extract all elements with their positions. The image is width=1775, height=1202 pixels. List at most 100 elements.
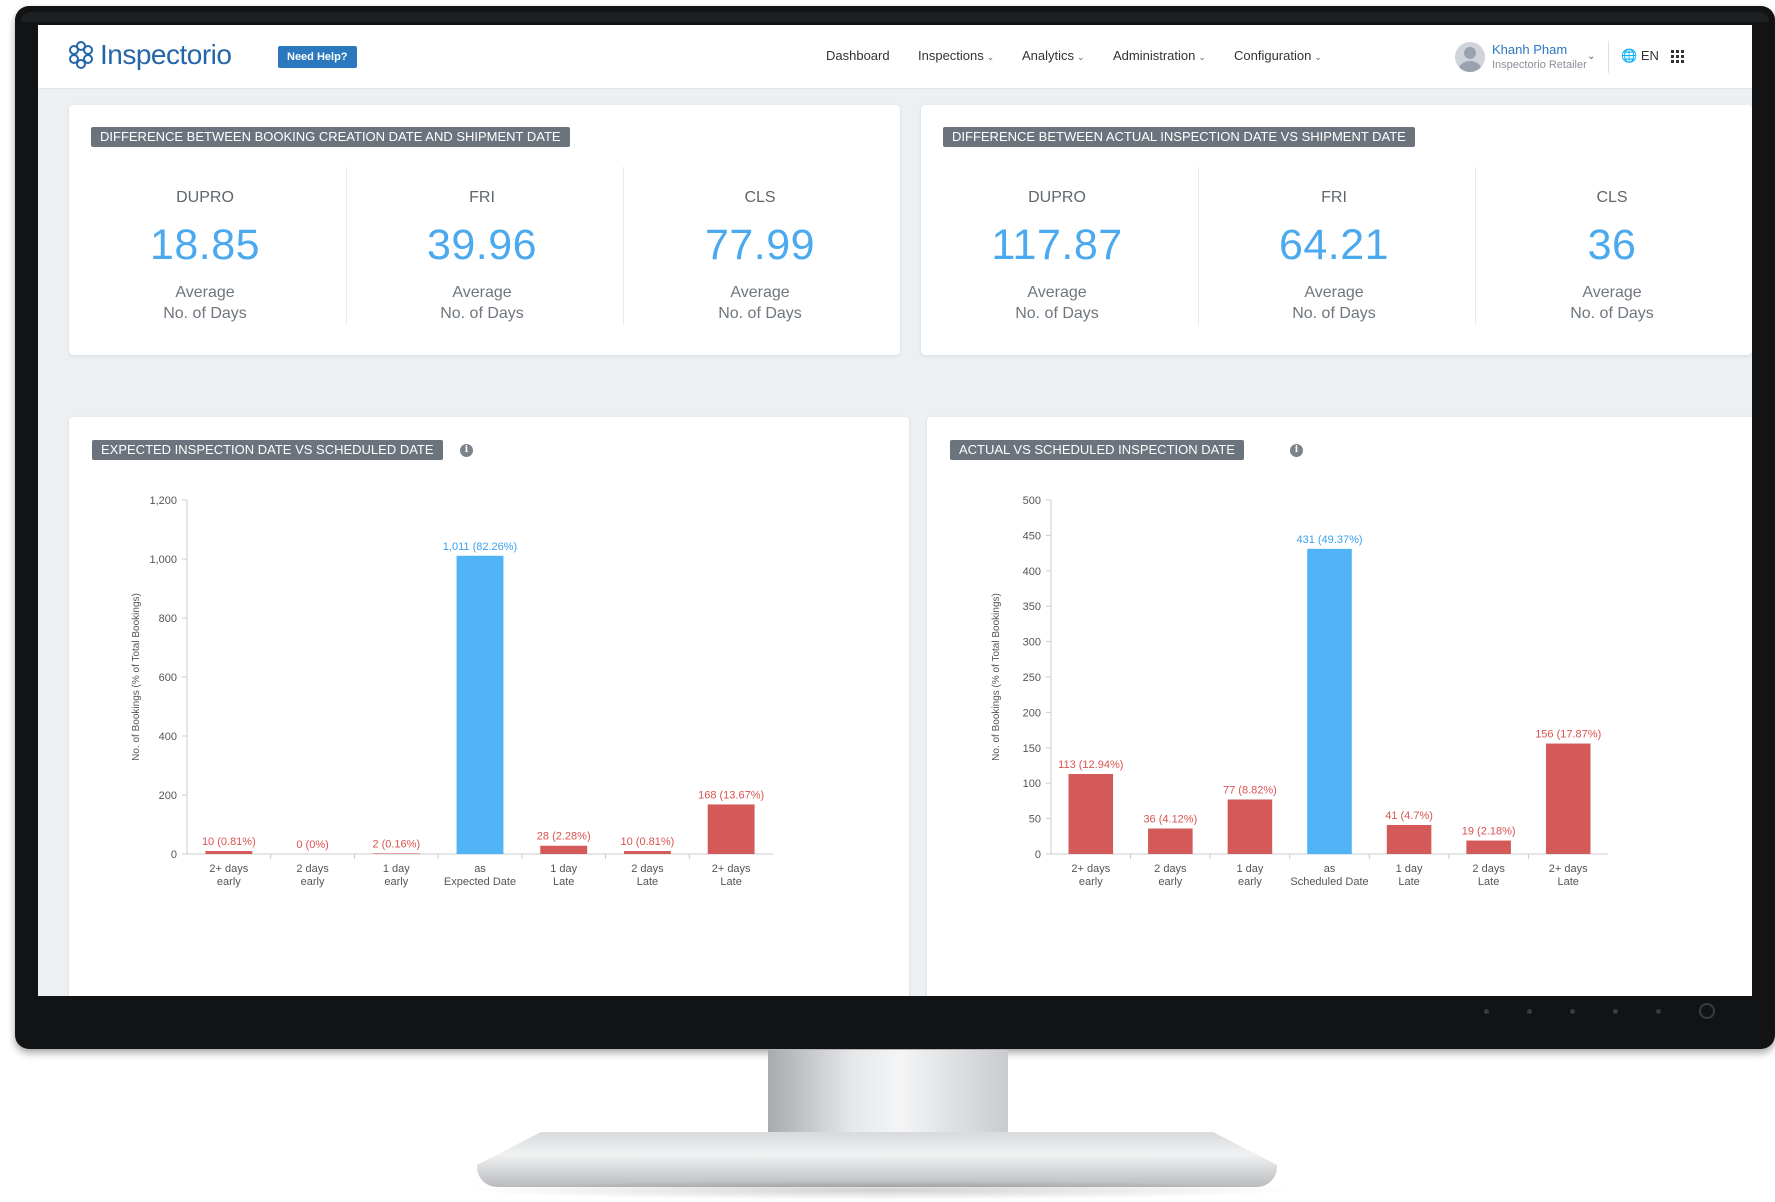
user-menu-chevron-icon[interactable]: ⌄: [1587, 51, 1596, 62]
x-tick-label: 1 day: [1396, 863, 1423, 875]
user-name[interactable]: Khanh Pham: [1492, 42, 1568, 57]
bar: [456, 555, 504, 854]
app-screen: Inspectorio Need Help? Dashboard Inspect…: [38, 25, 1752, 996]
stat-caption: Average No. of Days: [361, 282, 603, 324]
x-tick-label: 2 days: [631, 863, 664, 875]
chart-title: ACTUAL VS SCHEDULED INSPECTION DATE: [950, 440, 1244, 460]
x-tick-label: as: [474, 863, 486, 875]
x-tick-label: Late: [1398, 876, 1419, 888]
x-tick-label: 2 days: [296, 863, 329, 875]
x-tick-label: early: [1079, 876, 1103, 888]
x-tick-label: 2+ days: [712, 863, 751, 875]
y-tick-label: 350: [1023, 601, 1041, 613]
y-tick-label: 50: [1029, 814, 1041, 826]
x-tick-label: 2 days: [1154, 863, 1187, 875]
x-tick-label: Late: [1478, 876, 1499, 888]
stat-dupro: DUPRO 18.85 Average No. of Days: [84, 167, 326, 325]
stat-caption-line1: Average: [175, 284, 235, 301]
need-help-button[interactable]: Need Help?: [278, 46, 357, 68]
stat-caption-line2: No. of Days: [1292, 305, 1376, 322]
bar: [1307, 548, 1352, 854]
x-tick-label: early: [1158, 876, 1182, 888]
y-tick-label: 600: [159, 672, 177, 684]
chevron-down-icon: ⌄: [986, 52, 995, 62]
monitor-shadow: [460, 1180, 1300, 1200]
avatar[interactable]: [1455, 42, 1485, 72]
card-title: DIFFERENCE BETWEEN BOOKING CREATION DATE…: [91, 127, 570, 147]
top-navbar: Inspectorio Need Help? Dashboard Inspect…: [38, 25, 1752, 89]
nav-analytics[interactable]: Analytics ⌄: [1022, 48, 1085, 63]
language-selector[interactable]: 🌐 EN: [1621, 48, 1659, 64]
nav-inspections-label: Inspections: [918, 48, 984, 63]
x-tick-label: early: [1238, 876, 1262, 888]
stat-value: 18.85: [149, 221, 261, 269]
nav-dashboard[interactable]: Dashboard: [826, 48, 890, 63]
x-tick-label: early: [217, 876, 241, 888]
chevron-down-icon: ⌄: [1198, 52, 1206, 62]
user-avatar-icon: [1459, 47, 1481, 72]
y-tick-label: 500: [1023, 495, 1041, 507]
x-tick-label: as: [1324, 863, 1336, 875]
booking-vs-shipment-card: DIFFERENCE BETWEEN BOOKING CREATION DATE…: [69, 105, 900, 355]
data-label: 1,011 (82.26%): [443, 541, 517, 553]
y-tick-label: 300: [1023, 637, 1041, 649]
y-tick-label: 450: [1023, 530, 1041, 542]
nav-configuration[interactable]: Configuration ⌄: [1234, 48, 1322, 63]
data-label: 77 (8.82%): [1223, 784, 1277, 796]
info-icon[interactable]: i: [460, 444, 473, 457]
expected-vs-scheduled-chart: 0 200 400 600 800 1,000 1,200 No. of Bookings (…: [131, 495, 773, 888]
x-tick-label: Expected Date: [444, 876, 516, 888]
language-label: EN: [1640, 48, 1659, 63]
stat-cls: CLS 77.99 Average No. of Days: [639, 167, 881, 325]
data-label: 19 (2.18%): [1462, 826, 1516, 838]
stat-value: 36: [1587, 221, 1637, 269]
logo-text: Inspectorio: [100, 39, 232, 70]
data-label: 0 (0%): [296, 839, 328, 851]
y-tick-label: 200: [159, 790, 177, 802]
bar: [540, 845, 588, 854]
y-tick-label: 400: [1023, 566, 1041, 578]
actual-vs-scheduled-chart-card: ACTUAL VS SCHEDULED INSPECTION DATE i 0 5…: [927, 417, 1752, 996]
data-label: 2 (0.16%): [372, 838, 420, 850]
actual-vs-shipment-card: DIFFERENCE BETWEEN ACTUAL INSPECTION DAT…: [921, 105, 1752, 355]
stat-divider: [623, 167, 624, 325]
stat-caption: Average No. of Days: [936, 282, 1178, 324]
stat-fri: FRI 64.21 Average No. of Days: [1213, 167, 1455, 325]
x-tick-label: Late: [720, 876, 741, 888]
monitor: Inspectorio Need Help? Dashboard Inspect…: [15, 6, 1775, 1050]
stat-caption-line2: No. of Days: [440, 305, 524, 322]
data-label: 36 (4.12%): [1143, 814, 1197, 826]
nav-administration[interactable]: Administration ⌄: [1113, 48, 1206, 63]
chart-title: EXPECTED INSPECTION DATE VS SCHEDULED DA…: [92, 440, 443, 460]
stat-fri: FRI 39.96 Average No. of Days: [361, 167, 603, 325]
y-tick-label: 100: [1023, 778, 1041, 790]
stat-value: 64.21: [1278, 221, 1390, 269]
nav-administration-label: Administration: [1113, 48, 1196, 63]
bar: [707, 804, 755, 854]
power-icon: [1699, 1003, 1715, 1019]
expected-vs-scheduled-chart-card: EXPECTED INSPECTION DATE VS SCHEDULED DA…: [69, 417, 909, 996]
stat-cls: CLS 36 Average No. of Days: [1491, 167, 1733, 325]
nav-inspections[interactable]: Inspections ⌄: [918, 48, 994, 63]
stat-caption-line2: No. of Days: [718, 305, 802, 322]
info-icon[interactable]: i: [1290, 444, 1303, 457]
data-label: 28 (2.28%): [537, 831, 591, 843]
chevron-down-icon: ⌄: [1077, 52, 1085, 62]
apps-grid-icon[interactable]: [1671, 50, 1684, 63]
stat-caption: Average No. of Days: [639, 282, 881, 324]
bar: [1545, 743, 1591, 854]
stat-value: 77.99: [704, 221, 816, 269]
data-label: 156 (17.87%): [1535, 729, 1601, 741]
x-tick-label: 1 day: [383, 863, 410, 875]
x-tick-label: 2 days: [1472, 863, 1505, 875]
logo[interactable]: Inspectorio: [66, 39, 232, 71]
x-tick-label: Scheduled Date: [1290, 876, 1368, 888]
bar: [205, 851, 253, 854]
logo-icon: [69, 41, 93, 69]
stat-divider: [1475, 167, 1476, 325]
stat-value: 39.96: [426, 221, 538, 269]
x-tick-label: Late: [553, 876, 574, 888]
data-label: 431 (49.37%): [1296, 534, 1362, 546]
monitor-stand-neck: [768, 1050, 1008, 1140]
monitor-stand-base: [477, 1132, 1277, 1187]
